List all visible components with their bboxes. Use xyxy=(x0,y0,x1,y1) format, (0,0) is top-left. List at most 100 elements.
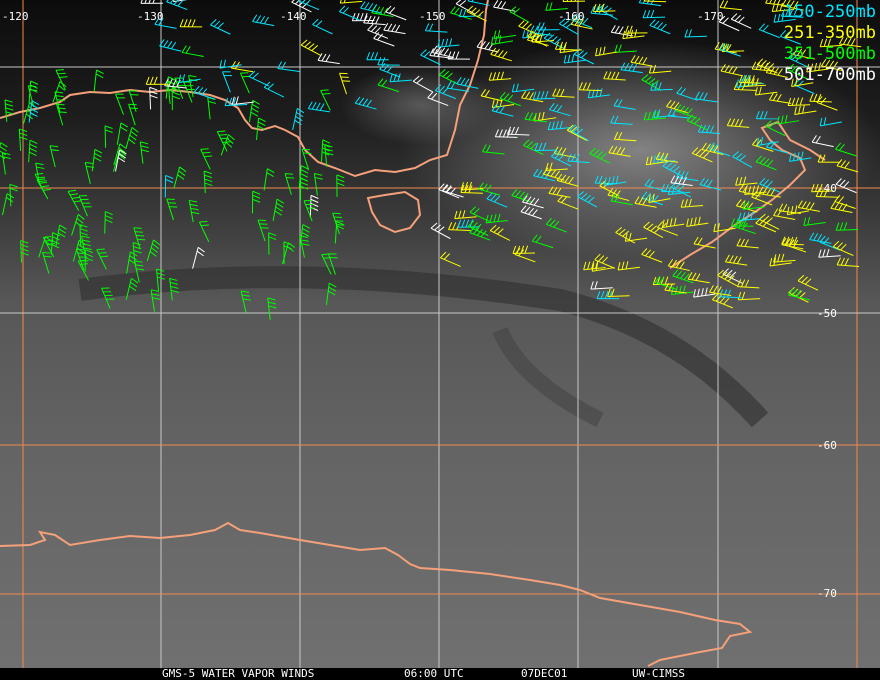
wind-barb xyxy=(758,23,780,39)
wind-barb xyxy=(521,90,544,103)
wind-barb xyxy=(113,143,127,166)
caption-time: 06:00 UTC xyxy=(404,667,464,680)
wind-barb xyxy=(222,71,232,93)
wind-barb xyxy=(101,287,115,309)
wind-barb xyxy=(556,173,579,187)
wind-barb xyxy=(817,154,841,163)
wind-barb xyxy=(620,62,643,74)
wind-barb xyxy=(488,71,512,81)
wind-barb xyxy=(578,82,602,92)
wind-barb xyxy=(614,44,637,53)
wind-barb xyxy=(219,59,242,69)
wind-barb xyxy=(719,0,742,11)
wind-barb xyxy=(300,39,321,56)
wind-barb xyxy=(511,83,535,93)
wind-barb xyxy=(713,223,736,233)
wind-barb xyxy=(590,281,613,290)
wind-barb xyxy=(299,224,311,247)
wind-barb xyxy=(738,211,761,222)
wind-barb xyxy=(717,269,738,287)
wind-barb xyxy=(325,282,337,306)
wind-barb xyxy=(424,23,448,33)
wind-barb xyxy=(55,69,68,91)
wind-barb xyxy=(788,288,811,301)
wind-barb xyxy=(169,277,179,301)
wind-barb xyxy=(776,114,800,125)
wind-barb xyxy=(781,0,804,11)
wind-barb xyxy=(379,62,401,78)
wind-barb xyxy=(367,23,389,39)
wind-barb xyxy=(478,182,500,196)
wind-barb xyxy=(385,5,407,21)
wind-barb xyxy=(431,45,454,58)
wind-barb xyxy=(336,174,345,197)
wind-barb xyxy=(809,93,832,103)
wind-barb xyxy=(738,74,762,84)
wind-barb xyxy=(592,3,616,13)
wind-barb xyxy=(469,206,491,223)
wind-barb xyxy=(832,240,854,257)
wind-barb xyxy=(320,139,331,162)
wind-barb xyxy=(366,52,389,61)
wind-barb xyxy=(252,14,275,27)
wind-barb xyxy=(506,126,530,136)
wind-barb xyxy=(67,189,82,211)
wind-barb xyxy=(736,238,759,249)
wind-barb xyxy=(670,175,693,186)
wind-barb xyxy=(724,254,748,266)
wind-barb xyxy=(327,253,338,275)
wind-barb xyxy=(645,156,669,166)
wind-barb xyxy=(643,111,667,121)
wind-barb xyxy=(755,155,777,171)
wind-barb xyxy=(781,237,804,250)
wind-barb xyxy=(709,285,732,297)
wind-barb xyxy=(676,86,698,101)
wind-barb xyxy=(666,99,688,114)
wind-barb xyxy=(643,221,664,238)
wind-barb xyxy=(248,70,270,87)
wind-barb xyxy=(734,220,756,235)
wind-barb xyxy=(28,100,40,123)
wind-barb xyxy=(545,2,568,11)
wind-barb xyxy=(610,115,633,125)
dry-slot xyxy=(78,266,769,428)
latitude-label: -50 xyxy=(817,307,837,320)
wind-barb xyxy=(788,52,809,68)
wind-barb xyxy=(687,272,710,284)
wind-barb xyxy=(759,177,781,193)
wind-barb xyxy=(765,120,786,137)
wind-barb xyxy=(836,159,859,173)
wind-barb xyxy=(595,46,618,57)
wind-barb xyxy=(551,150,572,167)
wind-barb xyxy=(718,289,742,299)
wind-barb xyxy=(809,232,832,244)
wind-barb xyxy=(133,227,146,249)
latitude-label: -60 xyxy=(817,439,837,452)
wind-barb xyxy=(178,74,201,84)
wind-barb xyxy=(203,170,213,194)
wind-barb xyxy=(28,139,38,163)
wind-barb xyxy=(179,19,203,28)
wind-barb xyxy=(532,90,556,100)
wind-barb xyxy=(778,203,801,214)
wind-barb xyxy=(0,142,8,160)
wind-barb xyxy=(562,0,586,2)
legend-item-251-350mb: 251-350mb xyxy=(783,23,876,43)
wind-barb xyxy=(183,81,195,103)
wind-barb xyxy=(686,216,709,227)
wind-barb xyxy=(133,260,145,283)
wind-barb xyxy=(440,251,461,267)
wind-barb xyxy=(577,191,598,208)
legend-item-501-700mb: 501-700mb xyxy=(783,65,876,85)
wind-barb xyxy=(256,117,266,140)
coastline-antarctica xyxy=(0,521,753,667)
wind-barb xyxy=(656,221,678,236)
wind-barb xyxy=(166,198,178,221)
wind-barb xyxy=(523,139,544,155)
wind-barb xyxy=(307,101,331,113)
wind-barb xyxy=(835,178,857,194)
wind-barb xyxy=(125,127,139,149)
wind-barb xyxy=(711,293,733,309)
